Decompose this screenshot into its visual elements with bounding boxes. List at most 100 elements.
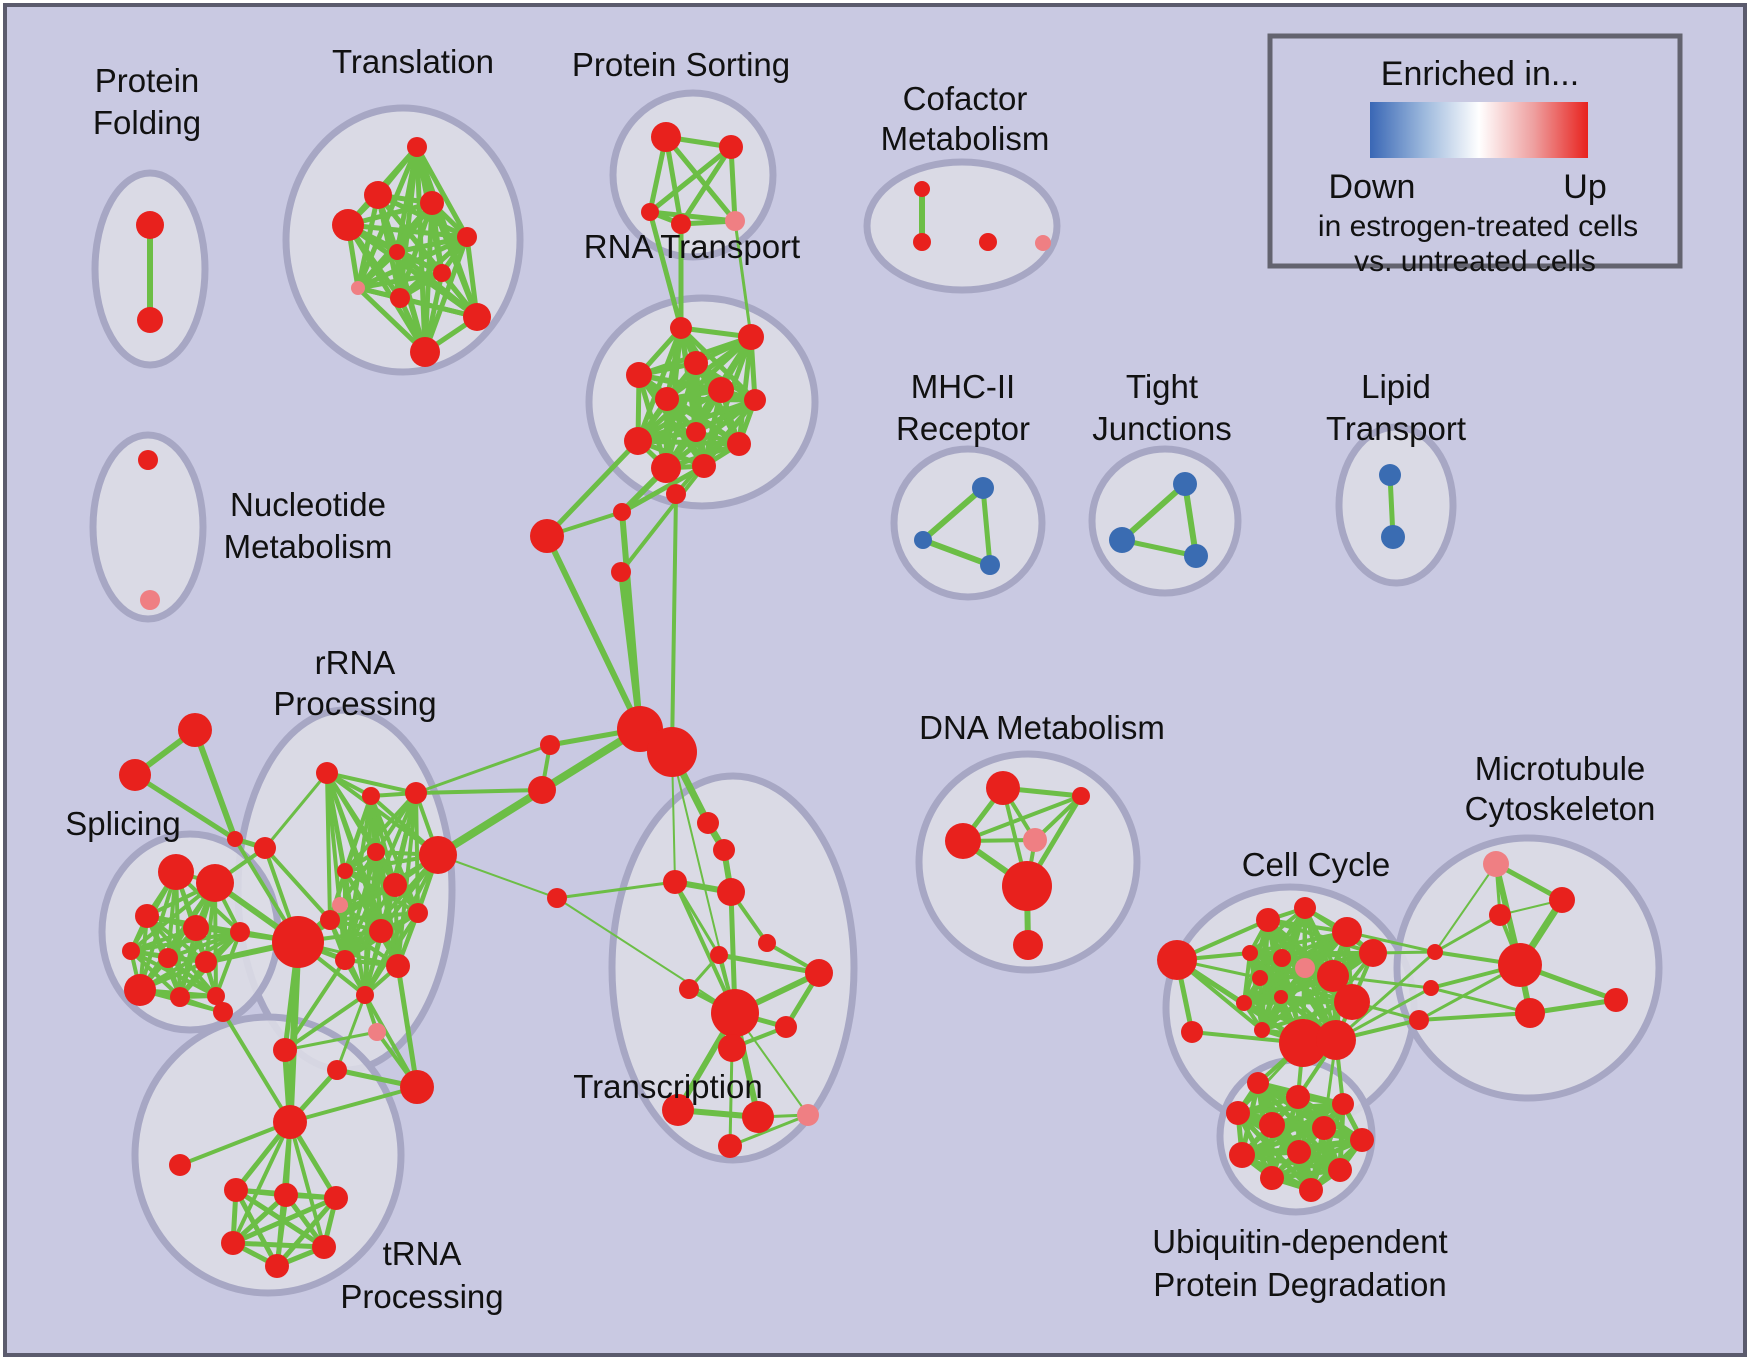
gene-set-node-sp8 bbox=[195, 951, 217, 973]
edge-rr14-rrb1 bbox=[283, 1030, 379, 1052]
gene-set-node-tn4 bbox=[221, 1231, 245, 1255]
gene-set-node-lt1 bbox=[1379, 464, 1401, 486]
gene-set-node-pf2 bbox=[137, 307, 163, 333]
gene-set-node-cn2 bbox=[530, 519, 564, 553]
edge-cc2-cc3 bbox=[1248, 906, 1307, 955]
gene-set-node-mbp bbox=[332, 897, 348, 913]
edge-rrb1-rr13 bbox=[283, 993, 367, 1052]
cluster-label-ubiquitin-degradation-line1: Ubiquitin-dependent bbox=[1152, 1223, 1447, 1260]
gene-set-node-lt2 bbox=[1381, 525, 1405, 549]
gene-set-node-tri3 bbox=[227, 831, 243, 847]
gene-set-node-lm1 bbox=[540, 735, 560, 755]
gene-set-node-rt12 bbox=[692, 454, 716, 478]
gene-set-node-mtp bbox=[1483, 851, 1509, 877]
gene-set-node-rr15 bbox=[400, 1070, 434, 1104]
gene-set-node-ps1 bbox=[651, 122, 681, 152]
edge-tnh-tn5 bbox=[288, 1120, 326, 1249]
edge-rr7-lm3 bbox=[437, 854, 558, 899]
edge-tx5-tx7 bbox=[716, 952, 822, 976]
gene-set-node-tx8 bbox=[679, 979, 699, 999]
gene-set-node-ub8 bbox=[1229, 1142, 1255, 1168]
edge-rt1-rt9 bbox=[635, 325, 684, 444]
edge-ub3-ub4 bbox=[1235, 1101, 1346, 1116]
edge-rt9-rt10 bbox=[635, 438, 742, 447]
gene-set-node-cf1 bbox=[914, 181, 930, 197]
legend-subtitle-line1: in estrogen-treated cells bbox=[1318, 210, 1638, 243]
gene-set-node-rr10 bbox=[369, 919, 393, 943]
edge-sp5-sp7 bbox=[166, 930, 242, 960]
cluster-ellipse-mhc-ii-receptor bbox=[890, 445, 1046, 601]
gene-set-node-tr7 bbox=[433, 264, 451, 282]
edge-rr15-tnh bbox=[288, 1085, 419, 1124]
edge-tr6-tr8 bbox=[355, 249, 400, 291]
cluster-label-tight-junctions-line2: Junctions bbox=[1092, 410, 1231, 447]
gene-set-node-tr6 bbox=[389, 244, 405, 260]
gene-set-node-rr5 bbox=[337, 863, 353, 879]
gene-set-node-sp9 bbox=[124, 974, 156, 1006]
cluster-label-cell-cycle-line1: Cell Cycle bbox=[1242, 846, 1391, 883]
cluster-ellipse-tight-junctions bbox=[1088, 445, 1242, 597]
edge-ps2-ps3 bbox=[647, 144, 734, 215]
gene-set-node-ps2 bbox=[719, 135, 743, 159]
edge-tr5-tr6 bbox=[394, 234, 470, 255]
gene-set-node-cc5 bbox=[1252, 970, 1268, 986]
gene-set-node-tx4 bbox=[717, 878, 745, 906]
gene-set-node-ub2 bbox=[1286, 1085, 1310, 1109]
gene-set-node-tx3 bbox=[663, 870, 687, 894]
edge-sp3-sp11 bbox=[145, 914, 218, 998]
gene-set-node-tj2 bbox=[1109, 527, 1135, 553]
gene-set-node-mth bbox=[1498, 943, 1542, 987]
edge-lm3-txh bbox=[556, 897, 736, 1014]
gene-set-node-ccb2 bbox=[1316, 1020, 1356, 1060]
edge-rt6-cn3 bbox=[674, 398, 757, 496]
gene-set-node-rr1 bbox=[316, 762, 338, 784]
gene-set-node-dm2 bbox=[1072, 787, 1090, 805]
gene-set-node-ccb1 bbox=[1279, 1019, 1327, 1067]
gene-set-node-cc13 bbox=[1334, 984, 1370, 1020]
gene-set-node-sp5 bbox=[230, 922, 250, 942]
gene-set-node-ub7 bbox=[1350, 1128, 1374, 1152]
gene-set-node-sp11 bbox=[207, 987, 225, 1005]
gene-set-node-tx11 bbox=[662, 1094, 694, 1126]
gene-set-node-tn5 bbox=[312, 1235, 336, 1259]
edge-tnh-tn4 bbox=[231, 1120, 292, 1245]
label-layer: Protein Folding Translation Protein Sorting… bbox=[65, 43, 1655, 1315]
edge-rr1-rr3 bbox=[325, 771, 418, 795]
cluster-label-microtubule-cytoskeleton-line2: Cytoskeleton bbox=[1465, 790, 1656, 827]
gene-set-node-ov2 bbox=[1423, 980, 1439, 996]
gene-set-node-mh1 bbox=[972, 477, 994, 499]
gene-set-node-cf3 bbox=[979, 233, 997, 251]
edge-ps3-rt1 bbox=[647, 209, 684, 331]
gene-set-node-sp4 bbox=[183, 915, 209, 941]
edge-ov2-mt3 bbox=[1429, 986, 1532, 1015]
gene-set-node-tr4 bbox=[332, 209, 364, 241]
gene-set-node-cc0 bbox=[1181, 1021, 1203, 1043]
gene-set-node-cc7 bbox=[1274, 990, 1288, 1004]
gene-set-node-rr6 bbox=[383, 873, 407, 897]
gene-set-node-tx14 bbox=[718, 1134, 742, 1158]
gene-set-node-tx6 bbox=[758, 934, 776, 952]
gene-set-node-rr8 bbox=[408, 903, 428, 923]
gene-set-node-mt2 bbox=[1489, 904, 1511, 926]
cluster-label-protein-folding-line1: Protein bbox=[95, 62, 200, 99]
edge-rrb1-rr11 bbox=[283, 958, 347, 1052]
gene-set-node-tj3 bbox=[1184, 544, 1208, 568]
edge-tn3-tn4 bbox=[230, 1195, 339, 1246]
cluster-label-trna-processing-line2: Processing bbox=[340, 1278, 503, 1315]
edge-dm2-dm3 bbox=[961, 794, 1083, 843]
gene-set-node-tri1 bbox=[178, 713, 212, 747]
gene-set-node-sp6 bbox=[122, 942, 140, 960]
edge-ov1-ccb2 bbox=[1334, 950, 1437, 1042]
edge-bh-tnh bbox=[286, 938, 302, 1126]
gene-set-node-sp2 bbox=[196, 864, 234, 902]
gene-set-node-cc12 bbox=[1317, 960, 1349, 992]
gene-set-node-rt8 bbox=[686, 422, 706, 442]
gene-set-node-lm2 bbox=[528, 776, 556, 804]
cluster-label-protein-sorting-line1: Protein Sorting bbox=[572, 46, 790, 83]
gene-set-node-tr2 bbox=[364, 181, 392, 209]
gene-set-node-mh2 bbox=[914, 531, 932, 549]
gene-set-node-lm3 bbox=[547, 888, 567, 908]
cluster-label-rna-transport-line1: RNA Transport bbox=[584, 228, 800, 265]
gene-set-node-nm2 bbox=[140, 590, 160, 610]
